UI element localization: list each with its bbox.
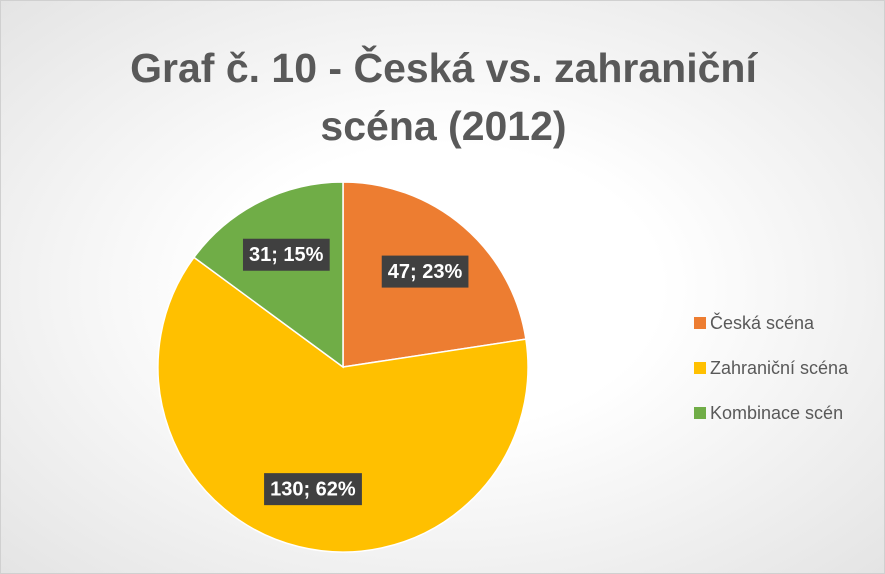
pie-slice: [157, 256, 529, 553]
data-label-box: [264, 473, 362, 506]
data-label-text: 31; 15%: [249, 244, 324, 266]
legend-label: Česká scéna: [710, 312, 815, 333]
data-label-text: 47; 23%: [388, 261, 463, 283]
data-label: 130; 62%: [264, 473, 362, 506]
legend-label: Zahraniční scéna: [710, 358, 849, 378]
pie-slice: [192, 181, 344, 369]
legend-swatch: [694, 317, 706, 329]
legend-swatch: [694, 407, 706, 419]
data-label-box: [242, 238, 330, 271]
data-label-text: 130; 62%: [270, 478, 356, 500]
legend-label: Kombinace scén: [710, 403, 843, 423]
chart-title: Graf č. 10 - Česká vs. zahraniční scéna …: [130, 45, 757, 149]
legend-swatch: [694, 362, 706, 374]
data-label-box: [381, 255, 469, 288]
data-label: 31; 15%: [242, 238, 330, 271]
data-label: 47; 23%: [381, 255, 469, 288]
